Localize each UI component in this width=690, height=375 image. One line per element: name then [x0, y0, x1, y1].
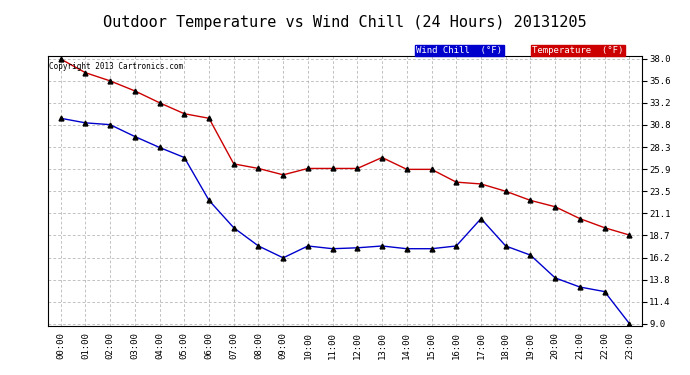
- Text: Temperature  (°F): Temperature (°F): [532, 46, 623, 55]
- Text: Copyright 2013 Cartronics.com: Copyright 2013 Cartronics.com: [50, 62, 184, 70]
- Text: Outdoor Temperature vs Wind Chill (24 Hours) 20131205: Outdoor Temperature vs Wind Chill (24 Ho…: [104, 15, 586, 30]
- Text: Wind Chill  (°F): Wind Chill (°F): [416, 46, 502, 55]
